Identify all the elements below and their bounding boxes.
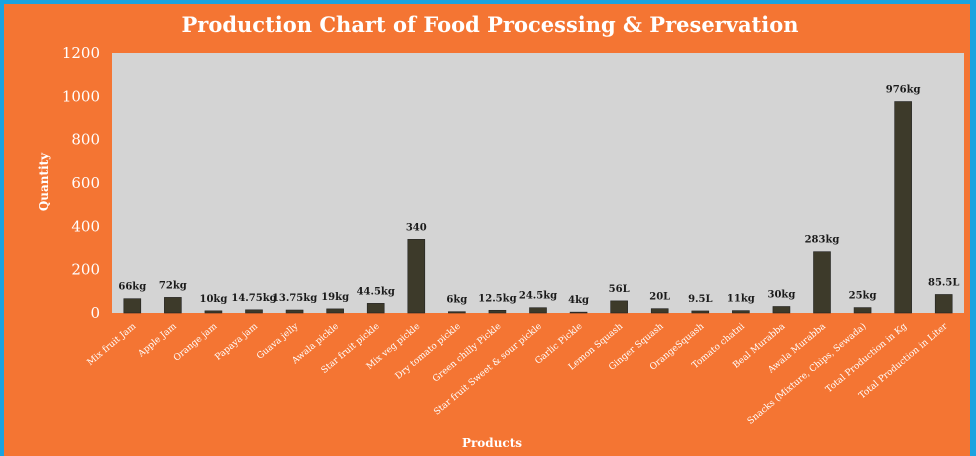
bar: [488, 309, 507, 314]
bar-data-label: 283kg: [805, 235, 840, 246]
bar: [164, 297, 182, 314]
y-tick-label: 600: [71, 174, 100, 192]
bar: [853, 307, 872, 314]
bar-data-label: 44.5kg: [357, 286, 395, 297]
y-tick-label: 200: [71, 261, 100, 279]
bar-data-label: 19kg: [321, 292, 349, 303]
bar-data-label: 20L: [649, 292, 670, 303]
bar-data-label: 6kg: [446, 295, 467, 306]
bar-data-label: 14.75kg: [231, 293, 276, 304]
y-tick-label: 400: [71, 217, 100, 235]
bar-data-label: 56L: [609, 284, 630, 295]
y-tick-label: 800: [71, 131, 100, 149]
x-tick-label: Apple Jam: [136, 321, 179, 360]
plot-area: [112, 53, 964, 313]
bar-data-label: 10kg: [200, 294, 228, 305]
bar: [285, 309, 304, 314]
bar-data-label: 85.5L: [928, 277, 959, 288]
bar: [366, 303, 385, 314]
y-axis-title: Quantity: [37, 152, 51, 211]
bar: [732, 310, 750, 314]
bar-data-label: 12.5kg: [478, 293, 516, 304]
x-tick-label: Orange jam: [172, 321, 220, 363]
bar-data-label: 66kg: [118, 282, 146, 293]
bar: [529, 307, 547, 314]
x-tick-label: Papaya jam: [214, 321, 261, 362]
bar: [813, 251, 831, 314]
bar-data-label: 13.75kg: [272, 293, 317, 304]
bar: [772, 306, 791, 314]
bar: [204, 310, 223, 314]
chart-title: Production Chart of Food Processing & Pr…: [181, 12, 798, 37]
bar-data-label: 11kg: [727, 294, 755, 305]
bar-chart: Production Chart of Food Processing & Pr…: [37, 12, 964, 450]
bar-data-label: 72kg: [159, 280, 187, 291]
bar-data-label: 30kg: [768, 290, 796, 301]
bar: [650, 308, 669, 314]
bar: [691, 310, 710, 314]
bar-data-label: 4kg: [568, 295, 589, 306]
bar-data-label: 9.5L: [688, 294, 712, 305]
bar: [569, 311, 588, 314]
bars: [123, 101, 953, 314]
chart-frame: Production Chart of Food Processing & Pr…: [4, 4, 970, 456]
bar: [448, 311, 466, 314]
y-axis-ticks: 0 200 400 600 800 1000 1200: [62, 44, 100, 322]
bar-data-label: 24.5kg: [519, 291, 557, 302]
bar: [326, 308, 344, 314]
bar: [934, 294, 953, 314]
bar-data-label: 25kg: [849, 291, 877, 302]
bar: [610, 300, 628, 314]
y-tick-label: 1200: [62, 44, 100, 62]
x-axis-title: Products: [462, 436, 522, 450]
bar-data-label: 340: [406, 222, 427, 233]
y-tick-label: 0: [90, 304, 100, 322]
bar: [407, 239, 426, 314]
bar-data-label: 976kg: [886, 85, 921, 96]
bar: [123, 298, 142, 314]
y-tick-label: 1000: [62, 87, 100, 105]
x-tick-label: Green chilly Pickle: [431, 322, 503, 385]
bar: [245, 309, 263, 314]
bar: [894, 101, 912, 314]
x-tick-label: Total Production in Kg: [824, 321, 909, 395]
x-tick-label: Mix fruit Jam: [86, 321, 139, 368]
